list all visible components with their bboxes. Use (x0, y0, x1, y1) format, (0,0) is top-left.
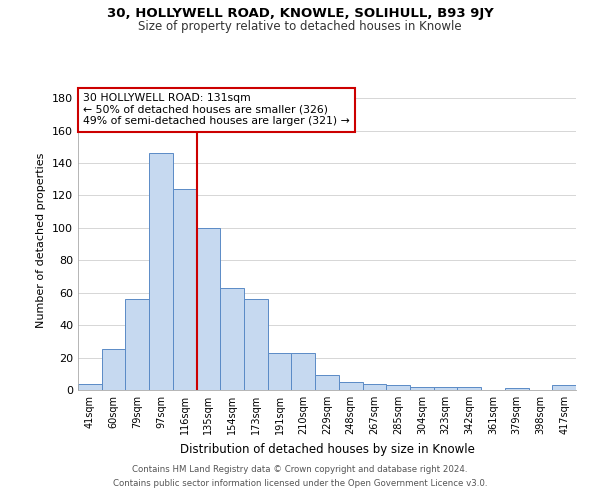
Text: Size of property relative to detached houses in Knowle: Size of property relative to detached ho… (138, 20, 462, 33)
X-axis label: Distribution of detached houses by size in Knowle: Distribution of detached houses by size … (179, 442, 475, 456)
Bar (102, 350, 125, 390)
Bar (197, 228, 220, 390)
Bar (339, 382, 362, 390)
Bar (434, 387, 457, 390)
Text: 30 HOLLYWELL ROAD: 131sqm
← 50% of detached houses are smaller (326)
49% of semi: 30 HOLLYWELL ROAD: 131sqm ← 50% of detac… (83, 93, 350, 126)
Bar (410, 387, 434, 390)
Bar (220, 288, 244, 390)
Bar (552, 385, 576, 390)
Bar (505, 388, 529, 390)
Bar (149, 153, 173, 390)
Text: 30, HOLLYWELL ROAD, KNOWLE, SOLIHULL, B93 9JY: 30, HOLLYWELL ROAD, KNOWLE, SOLIHULL, B9… (107, 8, 493, 20)
Bar (173, 189, 197, 390)
Bar (268, 352, 292, 390)
Bar (457, 387, 481, 390)
Bar (125, 299, 149, 390)
Bar (315, 376, 339, 390)
Bar (244, 299, 268, 390)
Bar (386, 385, 410, 390)
Bar (362, 384, 386, 390)
Y-axis label: Number of detached properties: Number of detached properties (37, 152, 46, 328)
Text: Contains HM Land Registry data © Crown copyright and database right 2024.
Contai: Contains HM Land Registry data © Crown c… (113, 466, 487, 487)
Bar (292, 352, 315, 390)
Bar (78, 384, 102, 390)
